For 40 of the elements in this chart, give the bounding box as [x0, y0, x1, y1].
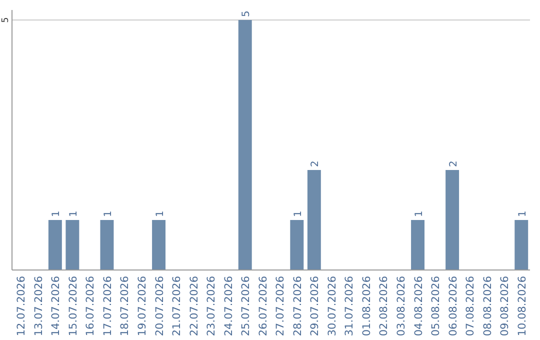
- x-tick-label: 16.07.2026: [84, 276, 97, 336]
- data-label: 2: [448, 160, 460, 167]
- x-tick-label: 01.08.2026: [360, 276, 373, 336]
- x-tick-label: 06.08.2026: [447, 276, 460, 336]
- x-tick-label: 15.07.2026: [67, 276, 80, 336]
- x-tick-label: 08.08.2026: [482, 276, 494, 336]
- x-tick-label: 20.07.2026: [154, 276, 166, 336]
- data-label: 1: [414, 210, 425, 217]
- x-tick-label: 22.07.2026: [188, 276, 200, 336]
- data-label: 1: [517, 210, 528, 217]
- x-tick-label: 02.08.2026: [378, 276, 390, 336]
- data-label: 1: [68, 210, 80, 217]
- data-label: 1: [51, 210, 62, 217]
- data-label: 1: [292, 210, 304, 217]
- x-tick-label: 29.07.2026: [309, 276, 322, 336]
- x-tick-label: 10.08.2026: [516, 276, 528, 336]
- x-tick-label: 30.07.2026: [326, 276, 338, 336]
- x-tick-label: 18.07.2026: [119, 276, 132, 336]
- x-tick-label: 28.07.2026: [292, 276, 304, 336]
- x-tick-label: 17.07.2026: [102, 276, 114, 336]
- x-tick-label: 23.07.2026: [206, 276, 218, 336]
- data-label: 2: [310, 160, 322, 167]
- x-tick-label: 19.07.2026: [136, 276, 148, 336]
- x-tick-label: 04.08.2026: [412, 276, 425, 336]
- x-tick-label: 13.07.2026: [32, 276, 45, 336]
- x-tick-label: 07.08.2026: [464, 276, 477, 336]
- x-tick-label: 24.07.2026: [222, 276, 235, 336]
- data-label: 5: [241, 10, 252, 17]
- data-label: 1: [102, 210, 114, 217]
- x-tick-label: 26.07.2026: [257, 276, 270, 336]
- x-tick-label: 05.08.2026: [430, 276, 442, 336]
- x-tick-label: 12.07.2026: [16, 276, 28, 336]
- x-tick-label: 31.07.2026: [344, 276, 356, 336]
- x-tick-label: 14.07.2026: [50, 276, 62, 336]
- data-label: 1: [154, 210, 166, 217]
- x-tick-label: 09.08.2026: [499, 276, 512, 336]
- x-tick-label: 03.08.2026: [396, 276, 408, 336]
- x-tick-label: 21.07.2026: [171, 276, 184, 336]
- x-tick-label: 27.07.2026: [274, 276, 287, 336]
- x-tick-label: 25.07.2026: [240, 276, 252, 336]
